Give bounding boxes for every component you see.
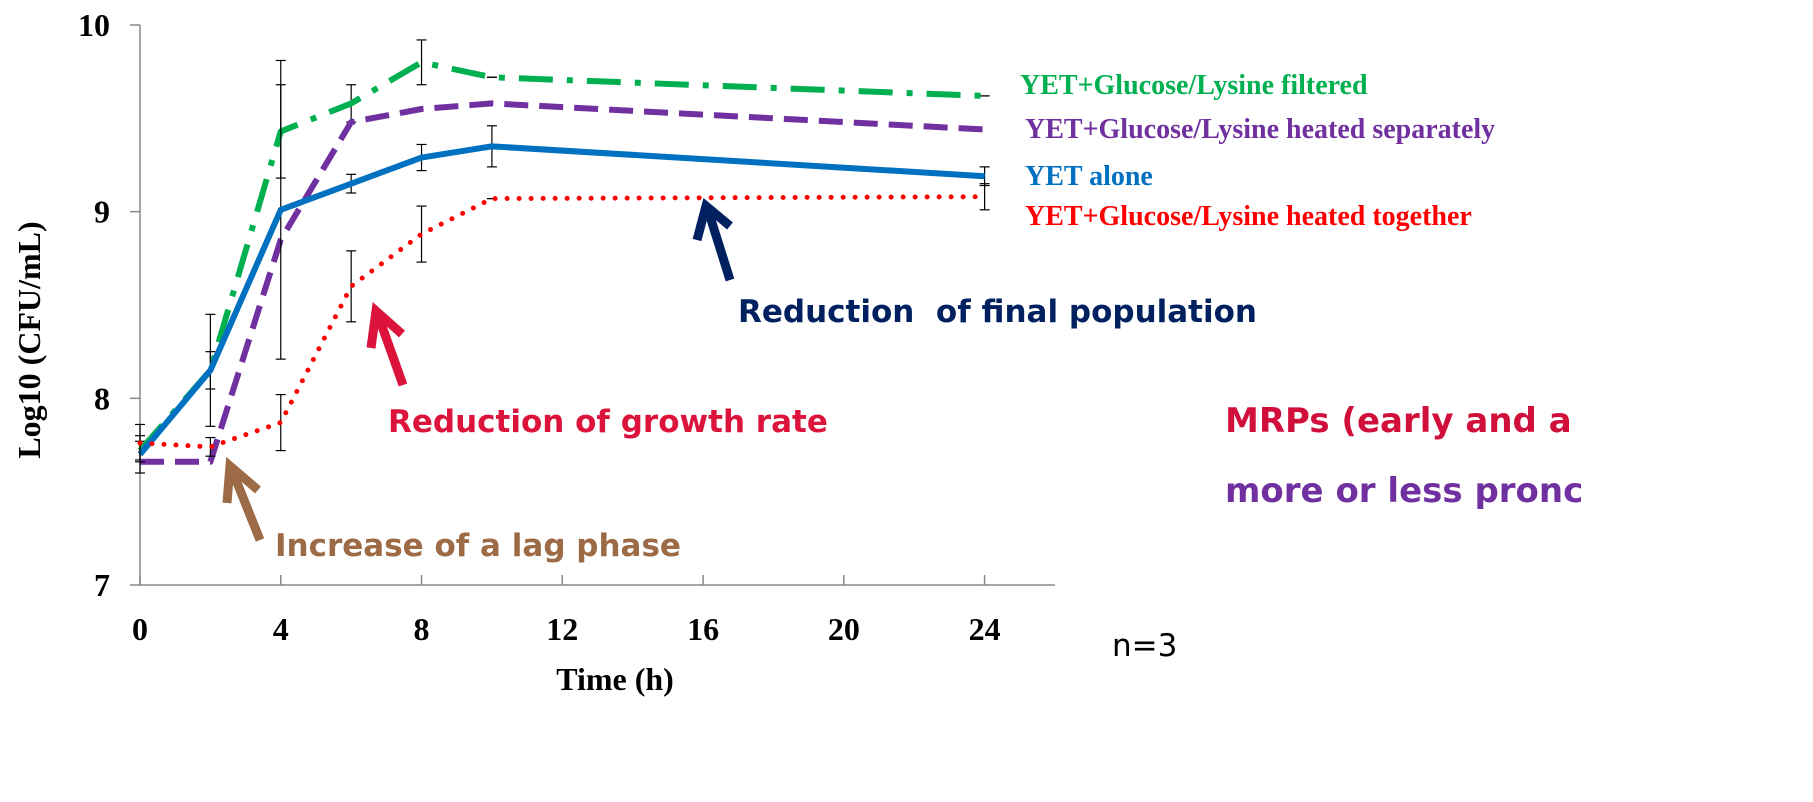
- y-axis-title: Log10 (CFU/mL): [11, 221, 47, 458]
- x-tick-label: 8: [414, 611, 430, 647]
- series-line: [137, 194, 988, 450]
- annotation: MRPs (early and a: [1225, 401, 1572, 441]
- x-tick-label: 24: [969, 611, 1001, 647]
- y-tick-label: 9: [94, 194, 110, 230]
- annotation: Reduction of final population: [738, 294, 1257, 330]
- x-tick-label: 0: [132, 611, 148, 647]
- legend-label: YET+Glucose/Lysine heated together: [1025, 201, 1472, 232]
- series-line: [137, 143, 985, 457]
- annotation: n=3: [1112, 628, 1177, 664]
- x-tick-label: 20: [828, 611, 860, 647]
- arrows: [222, 198, 735, 542]
- annotation: more or less pronc: [1225, 471, 1583, 511]
- legend-label: YET+Glucose/Lysine heated separately: [1025, 114, 1495, 145]
- annotation: Increase of a lag phase: [275, 528, 681, 564]
- y-tick-label: 10: [78, 7, 110, 43]
- series-line: [137, 59, 985, 453]
- x-tick-label: 4: [273, 611, 289, 647]
- x-axis-title: Time (h): [556, 661, 674, 697]
- annotation: Reduction of growth rate: [388, 404, 828, 440]
- legend-label: YET+Glucose/Lysine filtered: [1020, 70, 1368, 101]
- y-tick-label: 8: [94, 380, 110, 416]
- x-tick-label: 12: [546, 611, 578, 647]
- y-tick-label: 7: [94, 567, 110, 603]
- x-tick-label: 16: [687, 611, 719, 647]
- legend-label: YET alone: [1025, 161, 1153, 192]
- series-line: [140, 100, 985, 465]
